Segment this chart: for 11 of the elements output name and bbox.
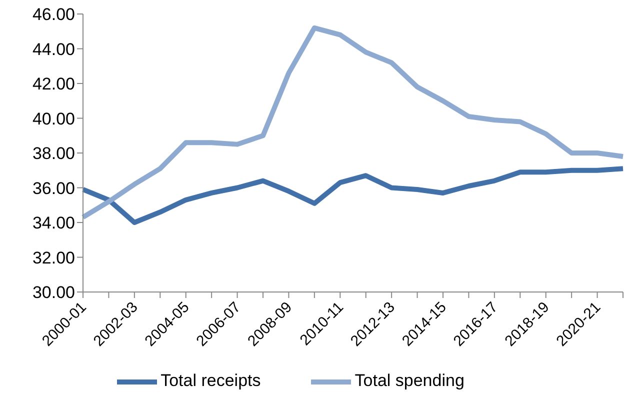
y-tick-label: 34.00 bbox=[32, 214, 75, 233]
y-tick-label: 44.00 bbox=[32, 40, 75, 59]
y-tick-label: 42.00 bbox=[32, 74, 75, 94]
y-tick-label: 32.00 bbox=[32, 248, 75, 268]
y-tick-label: 46.00 bbox=[32, 5, 75, 24]
y-tick-label: 38.00 bbox=[32, 144, 75, 164]
y-tick-label: 30.00 bbox=[32, 283, 75, 302]
legend-label: Total receipts bbox=[160, 371, 261, 390]
legend-label: Total spending bbox=[354, 371, 464, 390]
y-tick-label: 40.00 bbox=[32, 109, 75, 128]
y-tick-label: 36.00 bbox=[32, 178, 75, 198]
